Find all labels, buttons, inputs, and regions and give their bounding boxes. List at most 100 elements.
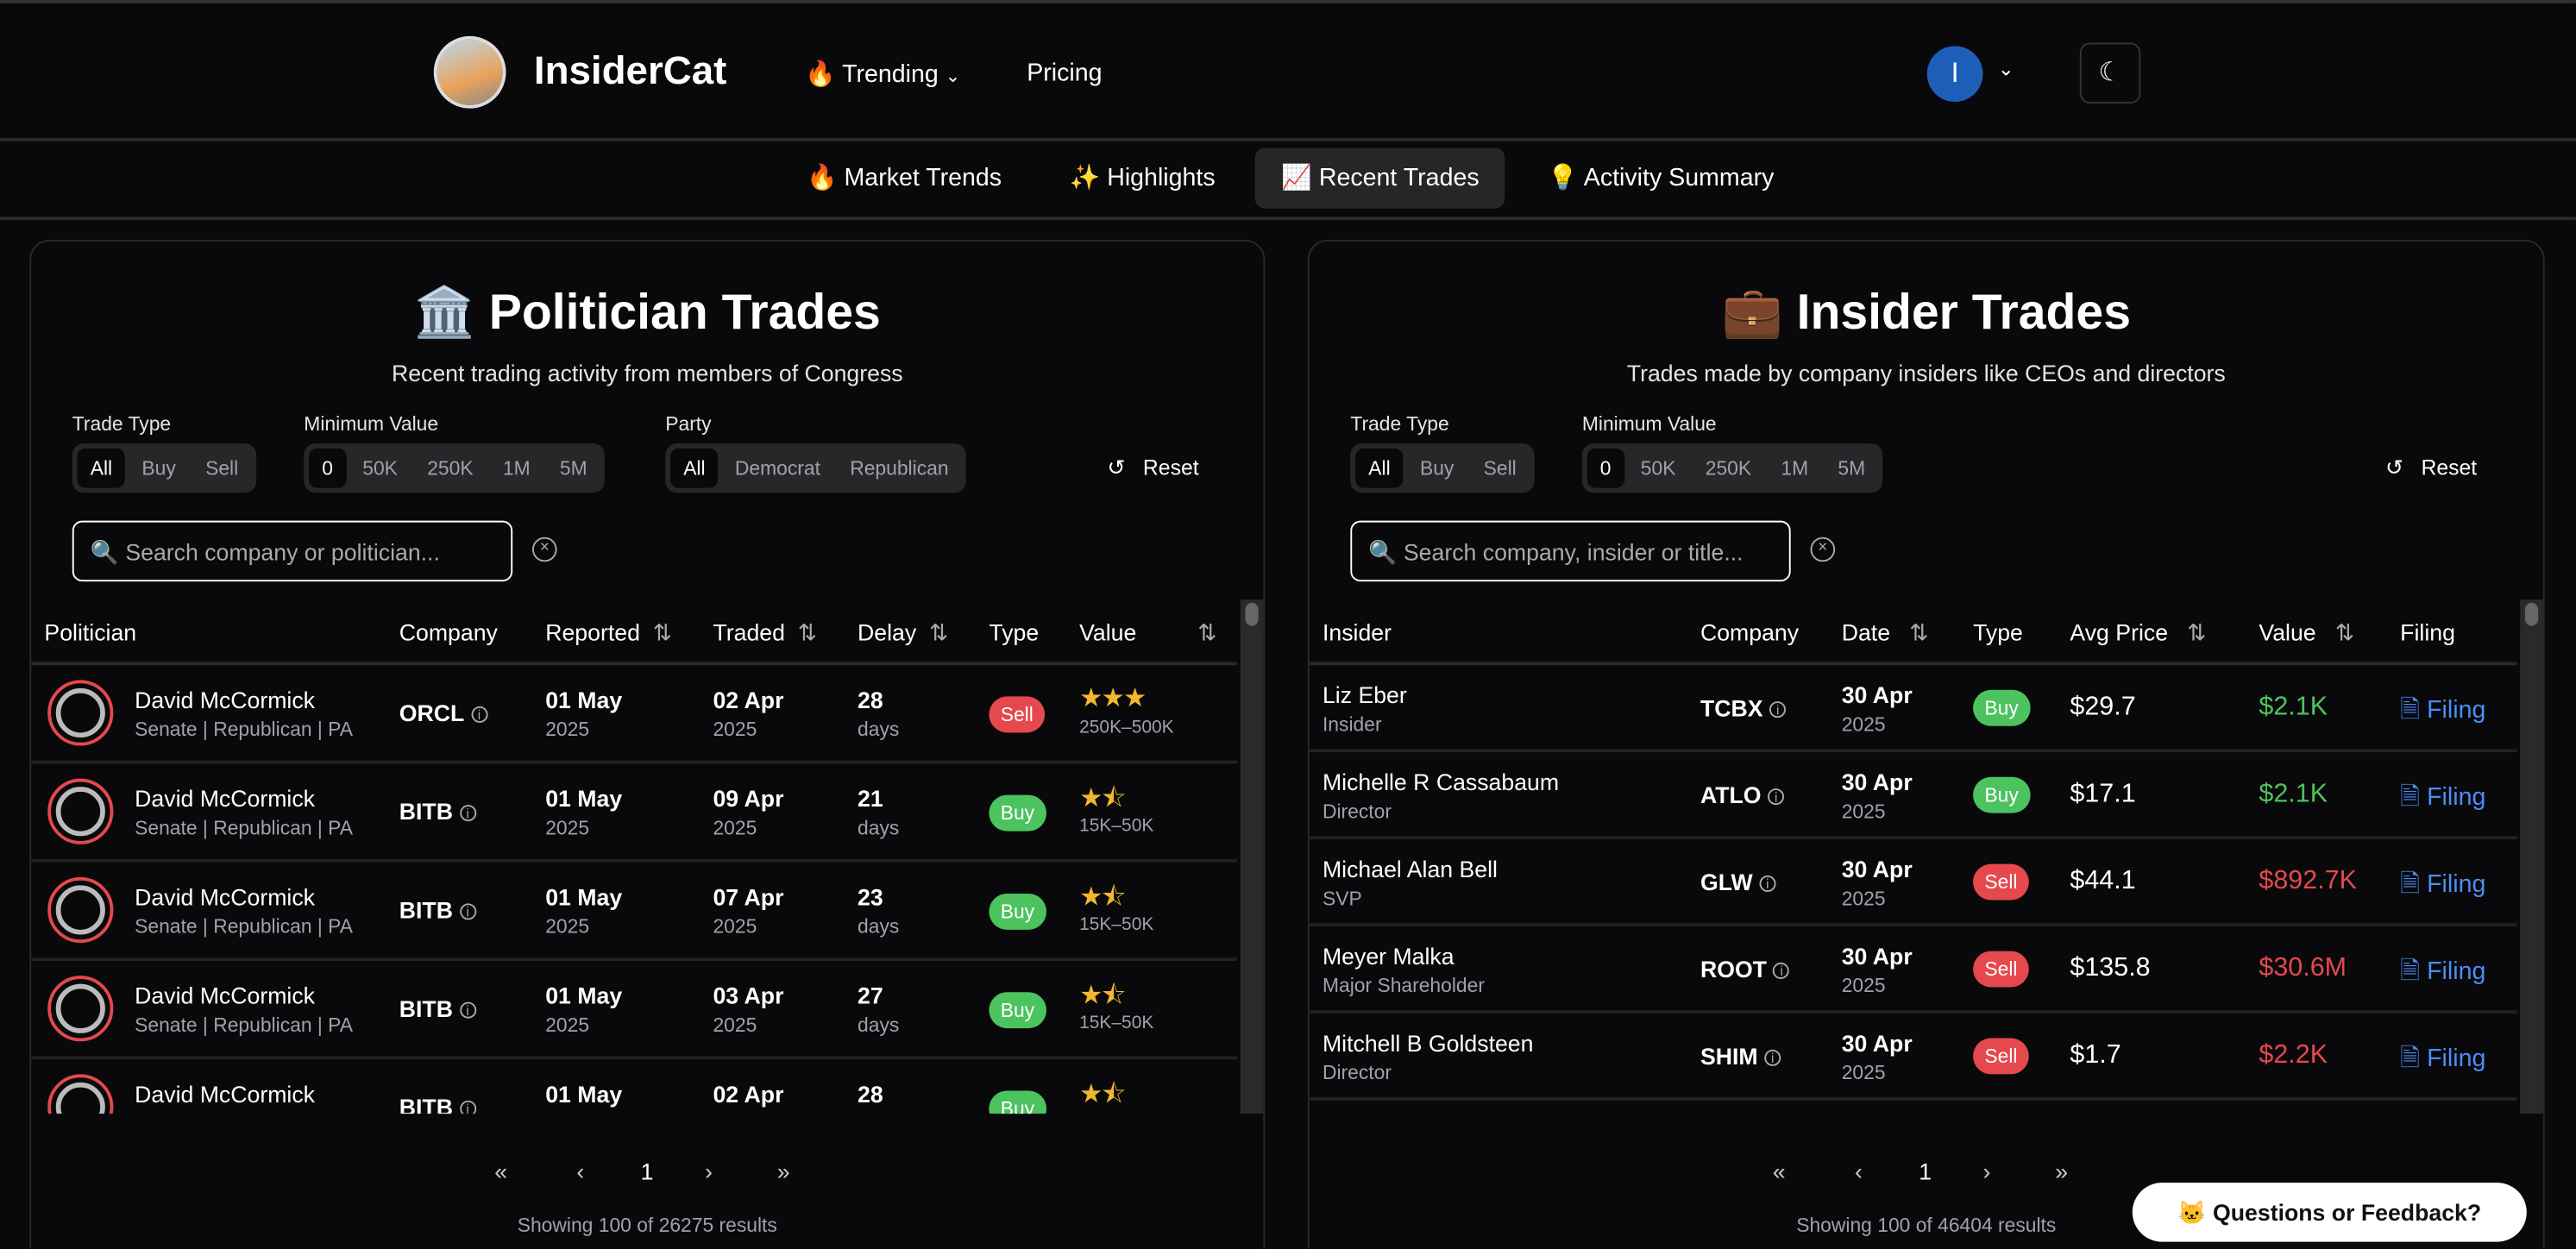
filing-link[interactable]: 🗎 Filing: [2400, 867, 2485, 908]
next-page-button[interactable]: ›: [1982, 1158, 1991, 1185]
filter-option[interactable]: Buy: [141, 456, 176, 480]
politician-name[interactable]: David McCormick: [135, 1081, 316, 1108]
filter-option[interactable]: 50K: [362, 456, 398, 480]
table-row[interactable]: David McCormick Senate | Republican | PA O…: [31, 665, 1237, 764]
filing-link[interactable]: 🗎 Filing: [2400, 694, 2485, 735]
table-row[interactable]: David McCormick Senate | Republican | PA B…: [31, 961, 1237, 1060]
table-row[interactable]: David McCormick Senate | Republican | PA B…: [31, 763, 1237, 863]
filter-option[interactable]: All: [77, 448, 126, 488]
filter-option[interactable]: 0: [1586, 448, 1624, 488]
info-icon[interactable]: i: [1769, 701, 1787, 719]
prev-page-button[interactable]: ‹: [576, 1158, 585, 1185]
current-page[interactable]: 1: [640, 1158, 654, 1185]
filter-option[interactable]: All: [669, 448, 719, 488]
info-icon[interactable]: i: [459, 903, 476, 920]
sort-icon[interactable]: ⇅: [1197, 618, 1217, 646]
col-header-sortable[interactable]: Traded ⇅: [713, 619, 817, 647]
filter-option[interactable]: Buy: [1419, 456, 1454, 480]
search-input[interactable]: [1350, 520, 1791, 582]
reset-button[interactable]: ↺ Reset: [2385, 455, 2477, 480]
table-row[interactable]: David McCormick Senate | Republican | PA B…: [31, 863, 1237, 962]
nav-pricing[interactable]: Pricing: [1027, 59, 1103, 87]
table-scrollbar[interactable]: [1240, 599, 1264, 1114]
filter-option[interactable]: 250K: [427, 456, 474, 480]
filter-option[interactable]: 5M: [559, 456, 587, 480]
table-row[interactable]: Michelle R Cassabaum Director ATLO i 30 Apr 2…: [1309, 752, 2517, 840]
scrollbar-thumb[interactable]: [1245, 602, 1259, 626]
info-icon[interactable]: i: [459, 1101, 476, 1114]
tab-market-trends[interactable]: 🔥 Market Trends: [807, 164, 1002, 192]
table-row[interactable]: Michael Alan Bell SVP GLW i 30 Apr 2025 Sell $4…: [1309, 839, 2517, 927]
company-ticker[interactable]: BITB i: [399, 1094, 476, 1114]
brand-name[interactable]: InsiderCat: [533, 49, 727, 94]
filter-option[interactable]: 5M: [1838, 456, 1866, 480]
col-header-sortable[interactable]: Reported ⇅: [545, 619, 672, 647]
filter-option[interactable]: All: [1355, 448, 1404, 488]
filter-option[interactable]: 50K: [1640, 456, 1676, 480]
table-scrollbar[interactable]: [2520, 599, 2543, 1114]
tab-activity-summary[interactable]: 💡 Activity Summary: [1547, 164, 1775, 192]
last-page-button[interactable]: »: [2055, 1158, 2069, 1185]
filter-option[interactable]: 1M: [1781, 456, 1809, 480]
next-page-button[interactable]: ›: [704, 1158, 713, 1185]
insider-name[interactable]: Meyer Malka: [1322, 943, 1454, 970]
info-icon[interactable]: i: [1764, 1050, 1781, 1067]
info-icon[interactable]: i: [459, 1002, 476, 1020]
table-row[interactable]: Meyer Malka Major Shareholder ROOT i 30 Apr 2…: [1309, 926, 2517, 1014]
clear-search-icon[interactable]: ×: [1810, 537, 1836, 562]
filing-link[interactable]: 🗎 Filing: [2400, 954, 2485, 995]
filter-option[interactable]: Sell: [1483, 456, 1517, 480]
user-avatar[interactable]: I: [1926, 46, 1983, 103]
table-row[interactable]: Mitchell B Goldsteen Director SHIM i 30 Apr 2…: [1309, 1014, 2517, 1101]
filter-option[interactable]: 250K: [1705, 456, 1752, 480]
tab-highlights[interactable]: ✨ Highlights: [1069, 164, 1216, 192]
nav-trending[interactable]: 🔥 Trending ⌄: [805, 60, 960, 88]
prev-page-button[interactable]: ‹: [1854, 1158, 1863, 1185]
company-ticker[interactable]: BITB i: [399, 798, 476, 825]
col-header-sortable[interactable]: Date ⇅: [1842, 619, 1929, 647]
last-page-button[interactable]: »: [776, 1158, 790, 1185]
insider-name[interactable]: Michelle R Cassabaum: [1322, 769, 1560, 795]
politician-name[interactable]: David McCormick: [135, 883, 316, 910]
info-icon[interactable]: i: [459, 805, 476, 822]
reset-button[interactable]: ↺ Reset: [1107, 455, 1198, 480]
col-header-sortable[interactable]: Delay ⇅: [858, 619, 948, 647]
first-page-button[interactable]: «: [494, 1158, 508, 1185]
company-ticker[interactable]: ORCL i: [399, 700, 487, 726]
company-ticker[interactable]: ROOT i: [1700, 956, 1790, 982]
filter-option[interactable]: 1M: [502, 456, 531, 480]
politician-name[interactable]: David McCormick: [135, 686, 316, 713]
company-ticker[interactable]: BITB i: [399, 995, 476, 1021]
col-header-sortable[interactable]: Avg Price ⇅: [2070, 619, 2206, 647]
filter-option[interactable]: Republican: [850, 456, 949, 480]
search-input[interactable]: [72, 520, 513, 582]
insider-name[interactable]: Mitchell B Goldsteen: [1322, 1029, 1534, 1057]
company-ticker[interactable]: BITB i: [399, 897, 476, 923]
filter-option[interactable]: Democrat: [734, 456, 820, 480]
info-icon[interactable]: i: [1759, 876, 1776, 893]
company-ticker[interactable]: TCBX i: [1700, 695, 1787, 721]
politician-name[interactable]: David McCormick: [135, 982, 316, 1009]
filing-link[interactable]: 🗎 Filing: [2400, 781, 2485, 822]
filing-link[interactable]: 🗎 Filing: [2400, 1041, 2485, 1083]
tab-recent-trades[interactable]: 📈 Recent Trades: [1254, 147, 1506, 209]
logo-cat-image[interactable]: [433, 35, 506, 109]
company-ticker[interactable]: GLW i: [1700, 869, 1776, 895]
scrollbar-thumb[interactable]: [2524, 602, 2539, 626]
theme-toggle-button[interactable]: ☾: [2079, 42, 2141, 104]
info-icon[interactable]: i: [470, 706, 487, 724]
table-row[interactable]: David McCormick Senate | Republican | PA B…: [31, 1059, 1237, 1114]
filter-option[interactable]: Sell: [205, 456, 239, 480]
insider-name[interactable]: Michael Alan Bell: [1322, 856, 1498, 882]
insider-name[interactable]: Liz Eber: [1322, 681, 1407, 708]
company-ticker[interactable]: SHIM i: [1700, 1043, 1781, 1070]
politician-name[interactable]: David McCormick: [135, 785, 316, 812]
chevron-down-icon[interactable]: ⌄: [1997, 57, 2014, 81]
current-page[interactable]: 1: [1919, 1158, 1932, 1185]
info-icon[interactable]: i: [1768, 788, 1785, 806]
clear-search-icon[interactable]: ×: [531, 537, 557, 562]
filter-option[interactable]: 0: [309, 448, 347, 488]
col-header-sortable[interactable]: Value ⇅: [2259, 619, 2354, 647]
table-row[interactable]: Liz Eber Insider TCBX i 30 Apr 2025 Buy $29.7 $2…: [1309, 665, 2517, 753]
info-icon[interactable]: i: [1773, 963, 1790, 980]
